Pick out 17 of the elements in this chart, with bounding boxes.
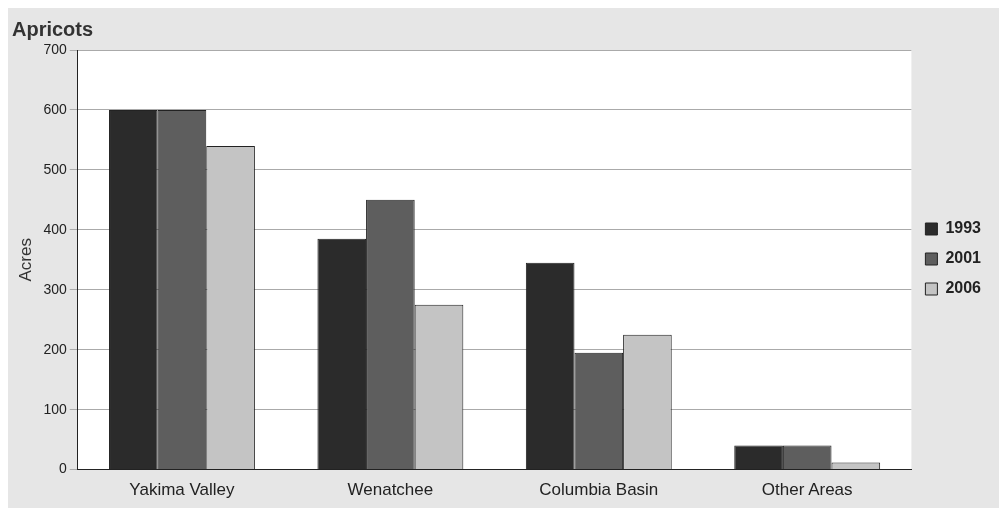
legend-label: 2006 [945,279,982,297]
y-tick-label: 400 [43,220,67,237]
y-tick-label: 700 [43,40,67,57]
x-tick-label: Columbia Basin [539,480,659,500]
chart-title: Apricots [12,17,94,40]
y-tick-label: 500 [43,160,67,177]
x-tick-label: Yakima Valley [129,480,236,500]
legend-label: 2001 [945,249,982,267]
y-tick-label: 600 [43,100,67,117]
y-tick-label: 100 [43,400,67,417]
y-tick-label: 0 [58,460,67,477]
x-tick-label: Wenatchee [347,480,434,500]
y-tick-label: 200 [43,340,67,357]
x-tick-label: Other Areas [761,480,853,500]
legend-label: 1993 [945,219,982,237]
y-axis-title: Acres [15,238,35,282]
y-tick-label: 300 [43,280,67,297]
